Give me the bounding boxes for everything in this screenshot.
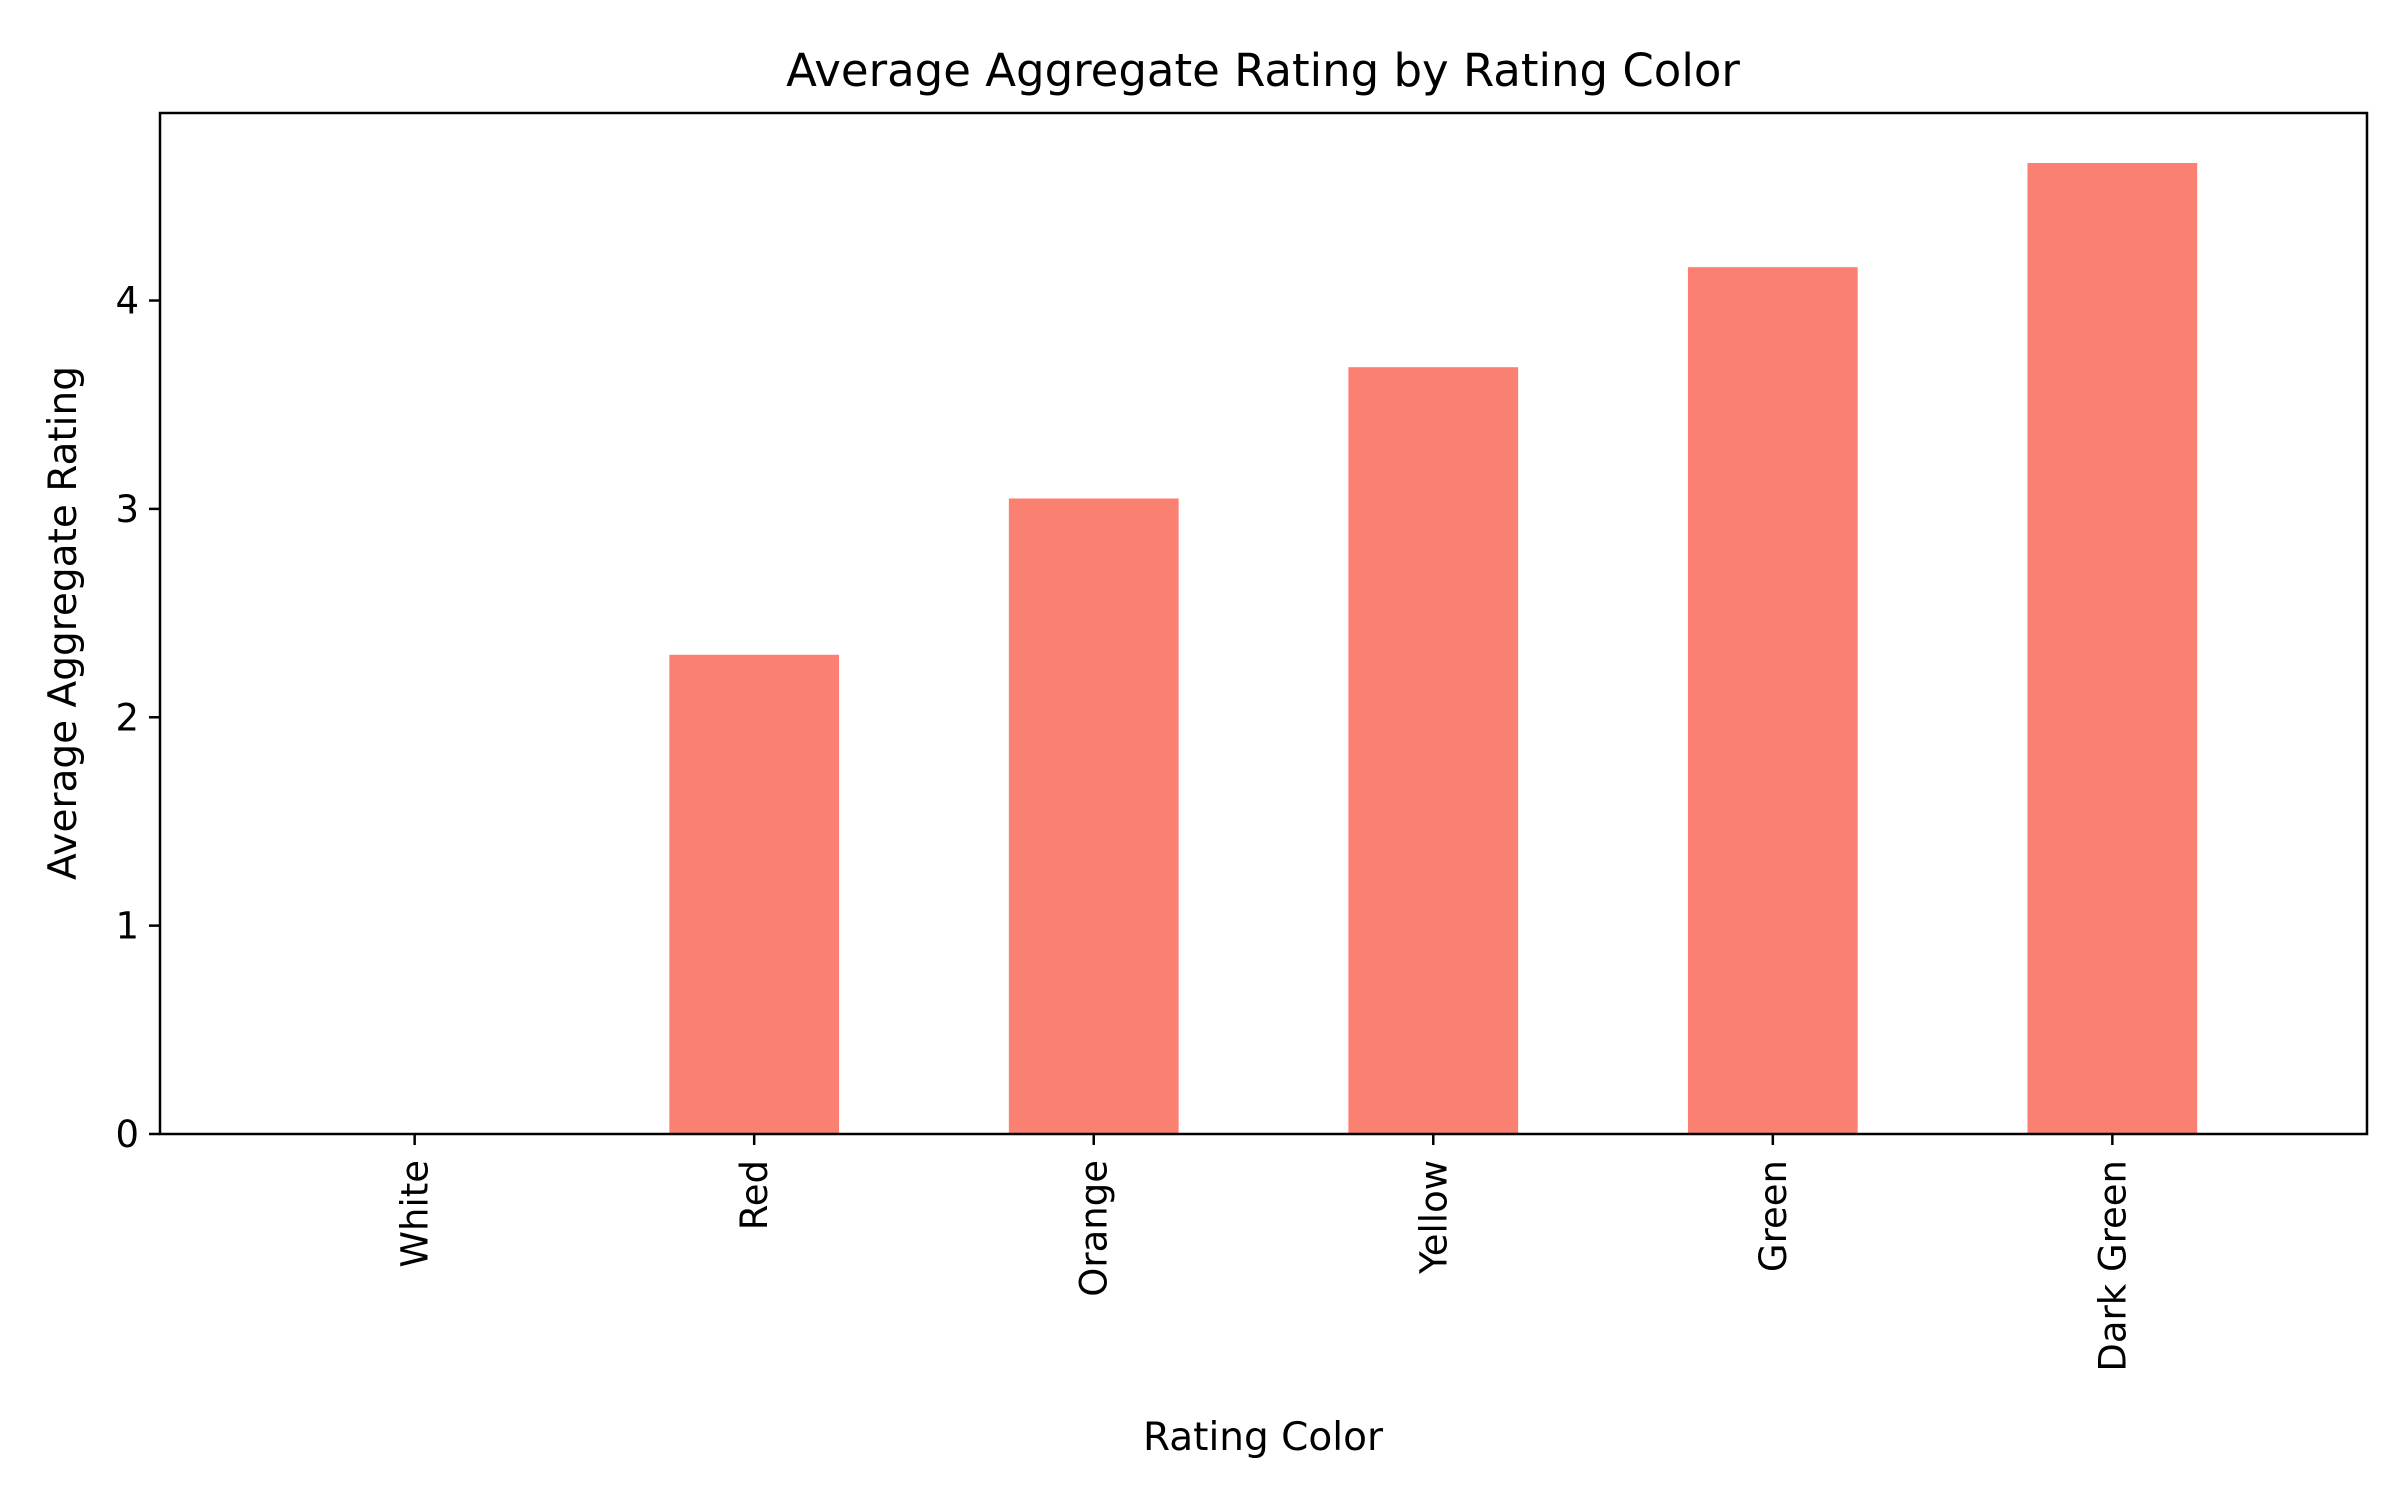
bar-yellow xyxy=(1348,367,1519,1135)
chart-title: Average Aggregate Rating by Rating Color xyxy=(786,44,1740,97)
bar-green xyxy=(1687,267,1858,1134)
y-axis-label: Average Aggregate Rating xyxy=(41,366,86,880)
bar-red xyxy=(669,654,840,1134)
x-tick-label: Red xyxy=(733,1160,776,1230)
bar-orange xyxy=(1008,498,1179,1135)
y-tick-label: 3 xyxy=(115,488,139,531)
y-axis-ticks: 0 1 2 3 4 xyxy=(115,280,160,1156)
x-tick-label: Orange xyxy=(1073,1160,1116,1297)
x-tick-label: Green xyxy=(1752,1160,1795,1272)
x-tick-label: White xyxy=(394,1160,437,1268)
y-tick-label: 2 xyxy=(115,696,139,739)
x-tick-label: Yellow xyxy=(1412,1160,1455,1275)
x-axis-ticks: White Red Orange Yellow Green Dark Green xyxy=(394,1134,2134,1372)
y-tick-label: 0 xyxy=(115,1113,139,1156)
x-axis-label: Rating Color xyxy=(1143,1415,1384,1460)
y-tick-label: 1 xyxy=(115,905,139,948)
x-tick-label: Dark Green xyxy=(2091,1160,2134,1372)
bars-group xyxy=(669,163,2198,1135)
y-tick-label: 4 xyxy=(115,280,139,323)
plot-frame xyxy=(158,111,2369,1136)
bar-dark-green xyxy=(2027,163,2198,1134)
